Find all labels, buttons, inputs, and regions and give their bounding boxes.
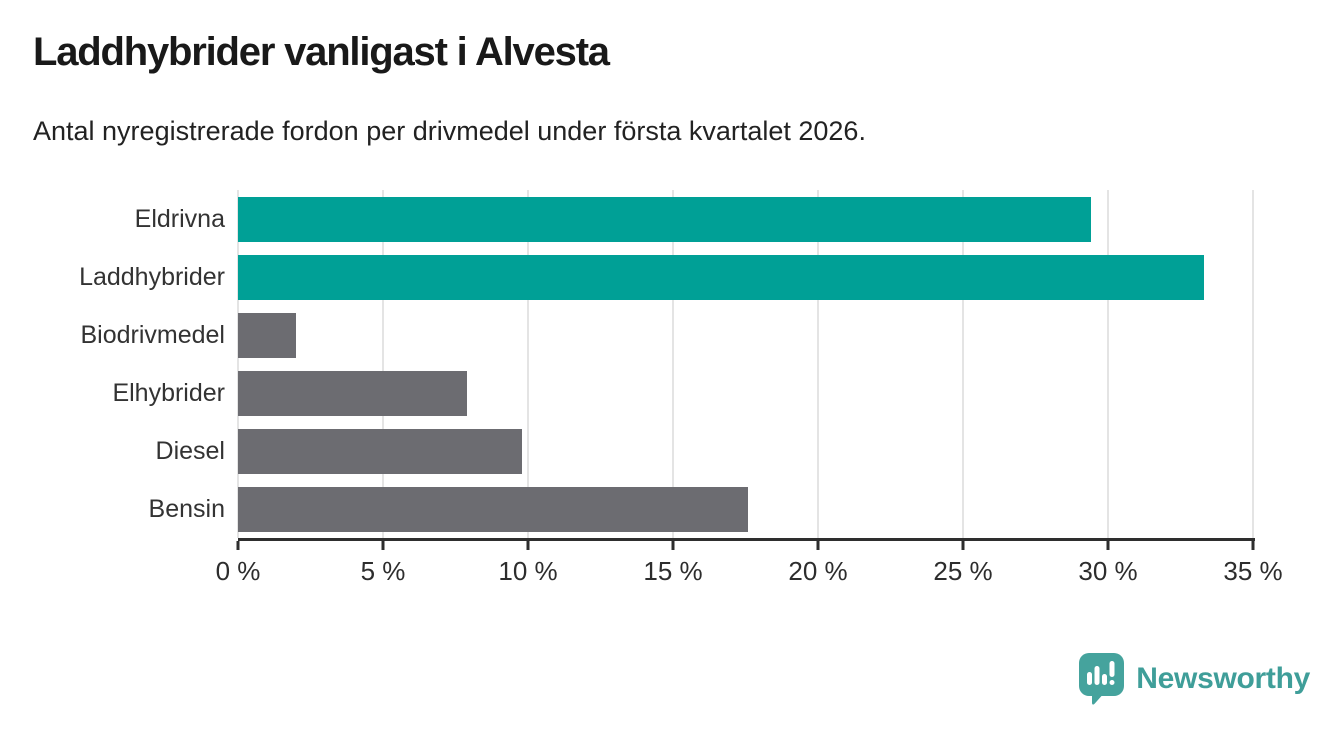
- bar-row: Eldrivna: [0, 190, 1340, 248]
- badge-bar-1: [1087, 672, 1093, 685]
- bar: [238, 254, 1204, 300]
- category-label: Biodrivmedel: [80, 320, 225, 349]
- bar: [238, 486, 749, 532]
- category-label: Elhybrider: [112, 378, 225, 407]
- gridline: [382, 190, 384, 538]
- bar: [238, 428, 523, 474]
- bar-row: Elhybrider: [0, 364, 1340, 422]
- badge-bar-3: [1102, 674, 1108, 685]
- gridline: [1252, 190, 1254, 538]
- bar-track: [238, 486, 1253, 532]
- x-axis-line: [238, 538, 1255, 541]
- bar-row: Diesel: [0, 422, 1340, 480]
- x-tick-label: 5 %: [360, 556, 406, 586]
- bar-track: [238, 370, 1253, 416]
- bar: [238, 370, 468, 416]
- x-tick-label: 10 %: [498, 556, 558, 586]
- gridline: [672, 190, 674, 538]
- category-label: Laddhybrider: [79, 262, 225, 291]
- newsworthy-logo: Newsworthy: [1078, 652, 1310, 705]
- badge-exclamation-dot: [1109, 680, 1115, 685]
- category-label: Diesel: [155, 436, 225, 465]
- x-tick: [1251, 541, 1255, 550]
- bar-row: Laddhybrider: [0, 248, 1340, 306]
- x-tick: [236, 541, 240, 550]
- gridline: [237, 190, 239, 538]
- x-tick: [671, 541, 675, 550]
- gridline: [1107, 190, 1109, 538]
- x-tick: [381, 541, 385, 550]
- x-tick-label: 20 %: [788, 556, 848, 586]
- badge-bar-2: [1094, 666, 1100, 685]
- bar-row: Biodrivmedel: [0, 306, 1340, 364]
- badge-exclamation-bar: [1109, 661, 1115, 677]
- x-tick: [1106, 541, 1110, 550]
- x-tick-label: 35 %: [1223, 556, 1283, 586]
- x-tick: [816, 541, 820, 550]
- x-tick-label: 15 %: [643, 556, 703, 586]
- chart-title: Laddhybrider vanligast i Alvesta: [33, 30, 610, 74]
- bar-track: [238, 428, 1253, 474]
- bar-chart-plot-area: Eldrivna Laddhybrider Biodrivmedel Elhybrid…: [0, 190, 1340, 538]
- newsworthy-logo-text: Newsworthy: [1136, 661, 1310, 695]
- bar-rows: Eldrivna Laddhybrider Biodrivmedel Elhybrid…: [0, 190, 1340, 538]
- bar-track: [238, 196, 1253, 242]
- bar-track: [238, 254, 1253, 300]
- chart-subtitle: Antal nyregistrerade fordon per drivmede…: [33, 116, 866, 146]
- x-tick-label: 30 %: [1078, 556, 1138, 586]
- bar: [238, 312, 296, 358]
- x-axis: 0 % 5 % 10 % 15 % 20 % 25 % 30 % 35 %: [216, 538, 1283, 598]
- badge-shape: [1079, 653, 1125, 705]
- x-tick-label: 25 %: [933, 556, 993, 586]
- gridline: [817, 190, 819, 538]
- bar-track: [238, 312, 1253, 358]
- category-label: Eldrivna: [134, 204, 225, 233]
- category-label: Bensin: [148, 494, 225, 523]
- gridline: [527, 190, 529, 538]
- gridline: [962, 190, 964, 538]
- x-tick-label: 0 %: [215, 556, 261, 586]
- newsworthy-badge-icon: [1079, 653, 1125, 705]
- bar-row: Bensin: [0, 480, 1340, 538]
- bar: [238, 196, 1091, 242]
- gridlines: [237, 190, 1254, 538]
- x-tick: [526, 541, 530, 550]
- x-tick: [961, 541, 965, 550]
